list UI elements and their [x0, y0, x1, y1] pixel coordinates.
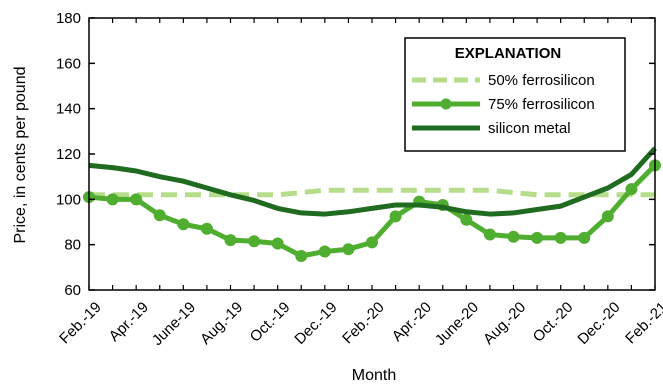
legend-marker-75-ferrosilicon: [440, 98, 452, 110]
data-point-75-ferrosilicon: [507, 230, 520, 243]
x-tick-label: Apr.-19: [106, 299, 152, 345]
y-tick-label: 160: [56, 55, 81, 72]
y-tick-label: 60: [64, 282, 81, 299]
y-tick-label: 100: [56, 191, 81, 208]
x-tick-label: June-20: [432, 299, 482, 349]
data-point-75-ferrosilicon: [389, 210, 402, 223]
x-tick-label: Feb.-19: [56, 299, 105, 348]
legend-label-silicon-metal: silicon metal: [488, 120, 571, 137]
x-tick-label: Oct.-19: [247, 299, 294, 346]
x-tick-label: Dec.-20: [574, 299, 623, 348]
x-tick-label: June-19: [149, 299, 199, 349]
data-point-75-ferrosilicon: [200, 222, 213, 235]
legend: EXPLANATION 50% ferrosilicon 75% ferrosil…: [404, 37, 626, 152]
data-point-75-ferrosilicon: [318, 245, 331, 258]
data-point-75-ferrosilicon: [271, 237, 284, 250]
data-point-75-ferrosilicon: [106, 193, 119, 206]
series-line-50-ferrosilicon: [89, 187, 655, 198]
data-point-75-ferrosilicon: [531, 231, 544, 244]
data-point-75-ferrosilicon: [177, 218, 190, 231]
legend-label-50-ferrosilicon: 50% ferrosilicon: [488, 72, 595, 89]
data-point-75-ferrosilicon: [295, 250, 308, 262]
y-tick-label: 140: [56, 101, 81, 118]
data-point-75-ferrosilicon: [460, 213, 473, 226]
x-tick-label: Apr.-20: [389, 299, 435, 345]
x-tick-label: Dec.-19: [291, 299, 340, 348]
y-tick-label: 180: [56, 10, 81, 27]
data-point-75-ferrosilicon: [625, 183, 638, 196]
legend-items: 50% ferrosilicon 75% ferrosilicon silicon …: [412, 72, 595, 137]
data-point-75-ferrosilicon: [342, 243, 355, 256]
data-point-75-ferrosilicon: [554, 231, 567, 244]
x-tick-label: Oct.-20: [530, 299, 577, 346]
x-tick-label: Feb.-20: [339, 299, 388, 348]
data-point-75-ferrosilicon: [224, 234, 237, 247]
y-tick-label: 80: [64, 237, 81, 254]
data-point-75-ferrosilicon: [578, 231, 591, 244]
legend-label-75-ferrosilicon: 75% ferrosilicon: [488, 96, 595, 113]
x-axis-title: Month: [352, 367, 396, 384]
y-tick-label: 120: [56, 146, 81, 163]
x-tick-label: Aug.-19: [197, 299, 246, 348]
plot-layer: [83, 146, 661, 262]
y-axis-title: Price, in cents per pound: [12, 67, 29, 244]
series-line-silicon-metal: [88, 146, 657, 217]
data-point-75-ferrosilicon: [248, 235, 261, 248]
x-tick-label: Aug.-20: [480, 299, 529, 348]
data-point-75-ferrosilicon: [483, 228, 496, 241]
data-point-75-ferrosilicon: [153, 209, 166, 222]
legend-box: [404, 37, 626, 152]
x-tick-label: Feb.-21: [622, 299, 663, 348]
legend-title: EXPLANATION: [455, 45, 561, 62]
data-point-75-ferrosilicon: [601, 210, 614, 223]
data-point-75-ferrosilicon: [366, 236, 378, 249]
data-point-75-ferrosilicon: [130, 193, 143, 206]
